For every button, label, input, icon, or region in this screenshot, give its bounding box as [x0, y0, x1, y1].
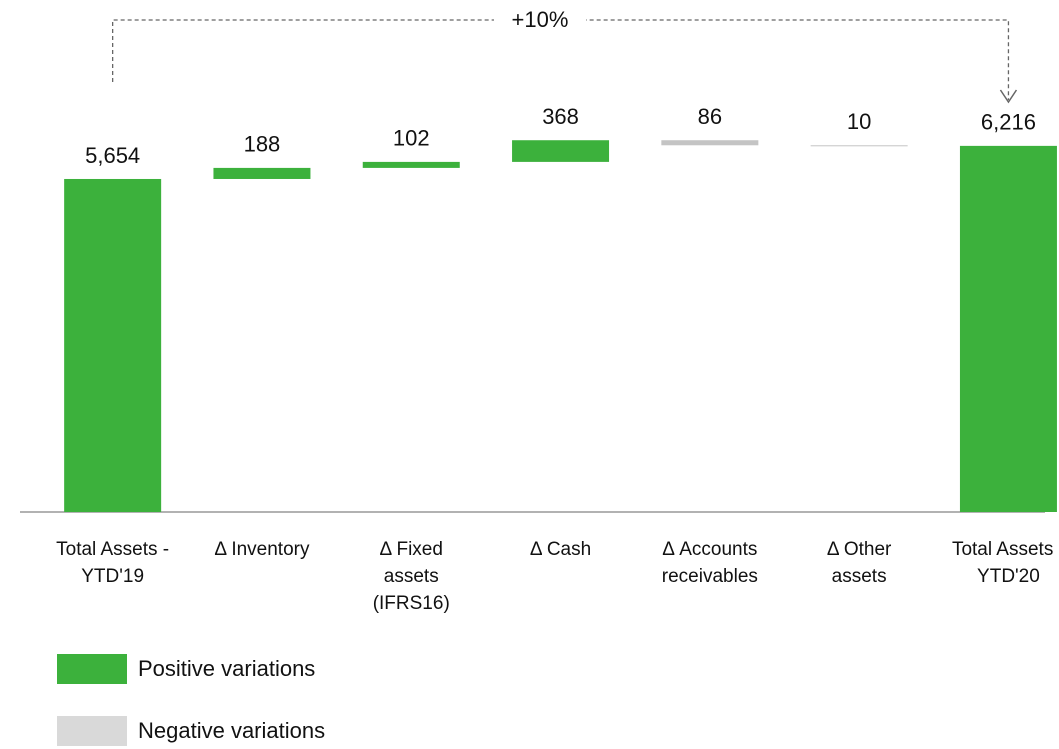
x-tick-label: Δ Inventory [214, 539, 310, 560]
value-label: 10 [847, 109, 871, 134]
bar [362, 161, 460, 168]
legend-swatch [57, 716, 127, 746]
annotation: +10% [512, 7, 569, 32]
x-tick-label: Δ Accounts receivables [661, 539, 758, 587]
bar [810, 145, 908, 147]
x-tick-label: Total Assets - YTD'19 [56, 539, 170, 587]
bar [64, 178, 162, 512]
x-tick-label: Δ Fixed assets (IFRS16) [372, 539, 450, 614]
value-label: 86 [698, 104, 722, 129]
legend-label: Negative variations [138, 718, 325, 743]
annotation-bracket [112, 19, 1010, 100]
value-label: 188 [244, 132, 281, 157]
value-label: 368 [542, 104, 579, 129]
bar [959, 145, 1057, 512]
annotation-bg [494, 6, 586, 34]
value-label: 5,654 [85, 143, 140, 168]
legend-label: Positive variations [138, 656, 315, 681]
legend-swatch [57, 654, 127, 684]
x-tick-label: Δ Other assets [826, 539, 892, 587]
value-label: 6,216 [981, 110, 1036, 135]
bar [213, 167, 311, 179]
annotation-arrow [999, 89, 1018, 104]
bar [661, 140, 759, 146]
value-label: 102 [393, 126, 430, 151]
x-tick-label: Δ Cash [529, 539, 592, 560]
bar [512, 140, 610, 162]
x-tick-label: Total Assets - YTD'20 [951, 539, 1059, 587]
